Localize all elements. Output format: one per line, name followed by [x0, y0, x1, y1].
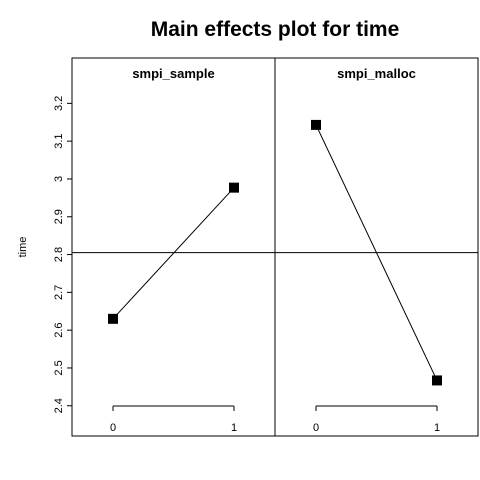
y-tick-label-5: 2.9: [53, 209, 65, 224]
panel-smpi_sample: smpi_sample 0 1: [108, 66, 239, 434]
panel-title-1: smpi_malloc: [337, 66, 416, 81]
x-tick-label-1-1: 1: [434, 422, 440, 434]
x-tick-label-1-0: 0: [313, 422, 319, 434]
y-tick-label-4: 2.8: [53, 247, 65, 262]
data-point-0-1: [229, 182, 239, 193]
y-tick-label-2: 2.6: [53, 323, 65, 338]
data-point-0-0: [108, 313, 118, 324]
effect-line-1: [315, 124, 438, 381]
x-tick-label-0-0: 0: [110, 422, 116, 434]
data-point-1-0: [311, 119, 321, 130]
y-axis: 2.4 2.5 2.6 2.7 2.8 2.9 3 3.1 3.2: [53, 96, 72, 413]
panel-smpi_malloc: smpi_malloc 0 1: [311, 66, 442, 434]
panels: smpi_sample 0 1 smpi_malloc 0 1: [108, 66, 442, 434]
panel-title-0: smpi_sample: [132, 66, 214, 81]
data-point-1-1: [432, 375, 442, 386]
y-tick-label-7: 3.1: [53, 134, 65, 149]
y-tick-label-8: 3.2: [53, 96, 65, 111]
chart-title: Main effects plot for time: [151, 18, 400, 41]
x-tick-label-0-1: 1: [231, 422, 237, 434]
y-axis-label: time: [17, 237, 29, 258]
y-tick-label-0: 2.4: [53, 398, 65, 413]
y-tick-label-6: 3: [53, 176, 65, 182]
y-tick-label-3: 2.7: [53, 285, 65, 300]
effect-line-0: [112, 187, 235, 320]
y-tick-label-1: 2.5: [53, 360, 65, 375]
